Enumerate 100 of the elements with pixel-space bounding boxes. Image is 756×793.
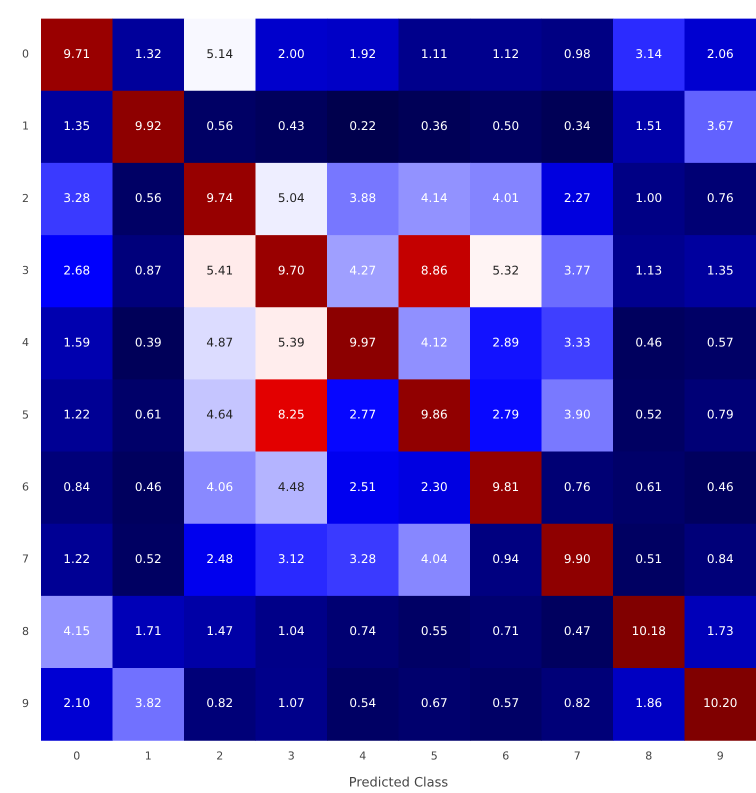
data-label: 2.79 [492, 408, 520, 422]
data-label: 2.89 [492, 335, 520, 350]
data-label: 0.51 [635, 552, 662, 566]
data-label: 0.76 [564, 480, 591, 494]
data-label: 0.84 [63, 480, 90, 494]
data-label: 4.06 [206, 480, 234, 494]
data-label: 3.67 [706, 118, 734, 133]
data-label: 2.10 [63, 696, 90, 710]
data-label: 4.04 [420, 552, 448, 566]
data-label: 0.46 [635, 335, 662, 350]
data-label: 0.82 [206, 696, 234, 710]
data-label: 0.22 [349, 118, 376, 133]
data-label: 9.97 [349, 335, 376, 350]
data-label: 2.68 [63, 263, 90, 278]
y-tick-label: 2 [22, 192, 29, 205]
y-tick-label: 9 [22, 696, 29, 710]
x-tick-label: 8 [645, 750, 652, 763]
x-tick-label: 9 [716, 750, 724, 763]
data-label: 0.61 [134, 408, 162, 422]
data-label: 0.47 [564, 624, 591, 638]
y-tick-label: 5 [22, 408, 29, 422]
data-label: 3.12 [278, 552, 305, 566]
x-axis-title: Predicted Class [348, 776, 448, 791]
data-label: 0.56 [206, 118, 234, 133]
data-label: 5.14 [206, 46, 234, 61]
data-label: 0.98 [564, 46, 591, 61]
data-label: 4.12 [420, 335, 448, 350]
x-tick-label: 6 [502, 750, 510, 763]
data-label: 0.79 [706, 408, 734, 422]
data-label: 0.94 [492, 552, 520, 566]
data-label: 3.88 [349, 191, 376, 206]
data-label: 2.27 [564, 191, 591, 206]
data-label: 3.14 [635, 46, 662, 61]
data-label: 3.28 [63, 191, 90, 206]
data-label: 0.46 [134, 480, 162, 494]
data-label: 2.48 [206, 552, 234, 566]
data-label: 4.87 [206, 335, 234, 350]
data-label: 0.61 [635, 480, 662, 494]
data-label: 1.00 [635, 191, 662, 206]
y-tick-label: 7 [22, 552, 29, 566]
data-label: 4.14 [420, 191, 448, 206]
data-label: 1.73 [706, 624, 734, 638]
data-label: 5.41 [206, 263, 234, 278]
x-tick-label: 5 [430, 750, 438, 763]
y-tick-label: 1 [22, 120, 29, 133]
y-tick-label: 6 [22, 480, 29, 494]
data-label: 4.27 [349, 263, 376, 278]
data-label: 0.71 [492, 624, 520, 638]
data-label: 3.82 [134, 696, 162, 710]
data-label: 1.07 [278, 696, 305, 710]
data-label: 4.48 [278, 480, 305, 494]
data-label: 0.54 [349, 696, 376, 710]
data-label: 0.36 [420, 118, 448, 133]
data-label: 0.52 [134, 552, 162, 566]
data-label: 4.64 [206, 408, 234, 422]
x-tick-label: 3 [288, 750, 295, 763]
y-tick-label: 3 [22, 264, 29, 278]
data-label: 2.51 [349, 480, 376, 494]
y-tick-label: 4 [22, 336, 29, 350]
data-label: 8.86 [420, 263, 448, 278]
data-label: 2.06 [706, 46, 734, 61]
data-label: 0.56 [134, 191, 162, 206]
data-label: 0.57 [492, 696, 520, 710]
data-label: 4.15 [63, 624, 90, 638]
data-label: 1.35 [706, 263, 734, 278]
y-tick-label: 8 [22, 624, 29, 638]
data-label: 9.92 [134, 118, 162, 133]
data-label: 0.52 [635, 408, 662, 422]
data-label: 1.47 [206, 624, 234, 638]
data-label: 9.70 [278, 263, 305, 278]
data-label: 3.77 [564, 263, 591, 278]
data-label: 0.76 [706, 191, 734, 206]
data-label: 1.12 [492, 46, 520, 61]
data-label: 1.11 [420, 46, 448, 61]
data-label: 1.59 [63, 335, 90, 350]
data-label: 3.90 [564, 408, 591, 422]
data-label: 1.51 [635, 118, 662, 133]
data-label: 1.32 [134, 46, 162, 61]
data-label: 0.57 [706, 335, 734, 350]
data-label: 9.81 [492, 480, 520, 494]
x-tick-label: 4 [359, 750, 366, 763]
data-label: 1.04 [278, 624, 305, 638]
x-tick-label: 7 [574, 750, 581, 763]
data-label: 1.22 [63, 408, 90, 422]
data-label: 0.67 [420, 696, 448, 710]
data-label: 9.71 [63, 46, 90, 61]
data-label: 0.46 [706, 480, 734, 494]
data-label: 1.13 [635, 263, 662, 278]
data-label: 3.28 [349, 552, 376, 566]
data-label: 1.22 [63, 552, 90, 566]
data-label: 9.74 [206, 191, 234, 206]
data-label: 0.74 [349, 624, 376, 638]
data-label: 1.86 [635, 696, 662, 710]
data-label: 0.39 [134, 335, 162, 350]
y-tick-label: 0 [22, 48, 29, 61]
data-label: 9.86 [420, 408, 448, 422]
x-tick-label: 0 [73, 750, 80, 763]
data-label: 0.82 [564, 696, 591, 710]
x-tick-label: 1 [144, 750, 152, 763]
data-label: 10.20 [703, 696, 738, 710]
